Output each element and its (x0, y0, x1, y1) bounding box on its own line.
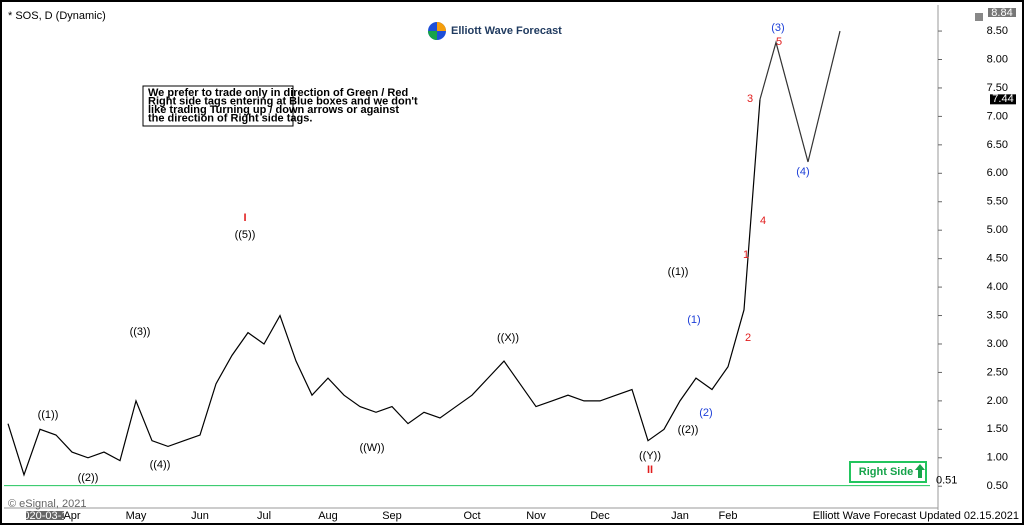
wave-label: (2) (699, 407, 712, 419)
y-tick-label: 6.00 (987, 167, 1008, 179)
price-box (988, 8, 1016, 17)
wave-label: 4 (760, 215, 766, 227)
wave-label: ((Y)) (639, 450, 661, 462)
price-line (7, 99, 761, 477)
x-tick-label: May (126, 510, 147, 522)
last-price-box (990, 94, 1016, 105)
note-line: like trading Turning up / down arrows or… (148, 104, 399, 116)
right-side-box (849, 461, 927, 483)
wave-label: ((3)) (130, 326, 151, 338)
wave-label: II (647, 464, 653, 476)
y-tick-label: 1.50 (987, 423, 1008, 435)
last-price: 7.44 (992, 93, 1013, 105)
wave-label: 1 (743, 249, 749, 261)
button[interactable] (975, 13, 983, 21)
y-tick-label: 5.50 (987, 196, 1008, 208)
y-tick-label: 3.00 (987, 338, 1008, 350)
wave-label: 5 (776, 36, 782, 48)
note-line: the direction of Right side tags. (148, 112, 312, 124)
date-box (26, 511, 64, 520)
arrow-up (915, 464, 925, 478)
x-tick-label: Jul (257, 510, 271, 522)
y-tick-label: 2.50 (987, 366, 1008, 378)
y-tick-label: 7.00 (987, 110, 1008, 122)
y-tick-label: 4.00 (987, 281, 1008, 293)
x-tick-label: Apr (63, 510, 80, 522)
y-tick-label: 0.50 (987, 480, 1008, 492)
x-tick-label: Nov (526, 510, 546, 522)
logo-icon (437, 22, 446, 31)
x-tick-label: Jan (671, 510, 689, 522)
wave-label: ((1)) (38, 409, 59, 421)
wave-label: (4) (796, 166, 809, 178)
copyright: © eSignal, 2021 (8, 498, 86, 510)
wave-label: ((W)) (359, 442, 384, 454)
logo-text: Elliott Wave Forecast (451, 25, 562, 37)
y-tick-label: 3.50 (987, 309, 1008, 321)
date-box-text: 2020-03-11 (17, 510, 72, 522)
y-tick-label: 1.00 (987, 452, 1008, 464)
wave-label: (1) (687, 314, 700, 326)
wave-label: 2 (745, 332, 751, 344)
wave-label: ((1)) (668, 266, 689, 278)
y-tick-label: 5.00 (987, 224, 1008, 236)
wave-label: (3) (771, 22, 784, 34)
wave-label: 3 (747, 93, 753, 105)
y-tick-label: 7.50 (987, 82, 1008, 94)
chart-title: * SOS, D (Dynamic) (8, 10, 106, 22)
top-price: 8.84 (991, 7, 1012, 19)
wave-label: ((X)) (497, 332, 519, 344)
y-tick-label: 2.00 (987, 395, 1008, 407)
y-tick-label: 8.50 (987, 25, 1008, 37)
wave-label: ((5)) (235, 229, 256, 241)
note: We prefer to trade only in direction of … (148, 87, 418, 125)
x-tick-label: Dec (590, 510, 610, 522)
right-side: Right Side (859, 466, 913, 478)
y-tick-label: 6.50 (987, 139, 1008, 151)
note-line: Right side tags entering at Blue boxes a… (148, 95, 418, 107)
x-tick-label: Aug (318, 510, 338, 522)
wave-label: ((4)) (150, 459, 171, 471)
support-label: 0.51 (936, 475, 957, 487)
logo-icon (428, 31, 437, 40)
wave-label: ((2)) (678, 424, 699, 436)
x-tick-label: Sep (382, 510, 402, 522)
wave-label: I (243, 212, 246, 224)
note-box (142, 85, 294, 127)
wave-label: ((2)) (78, 472, 99, 484)
x-tick-label: Jun (191, 510, 209, 522)
price-line (759, 30, 841, 163)
y-tick-label: 8.00 (987, 53, 1008, 65)
x-tick-label: Oct (463, 510, 480, 522)
footer: Elliott Wave Forecast Updated 02.15.2021 (813, 510, 1019, 522)
note-line: We prefer to trade only in direction of … (148, 87, 408, 99)
y-tick-label: 4.50 (987, 253, 1008, 265)
x-tick-label: Feb (719, 510, 738, 522)
